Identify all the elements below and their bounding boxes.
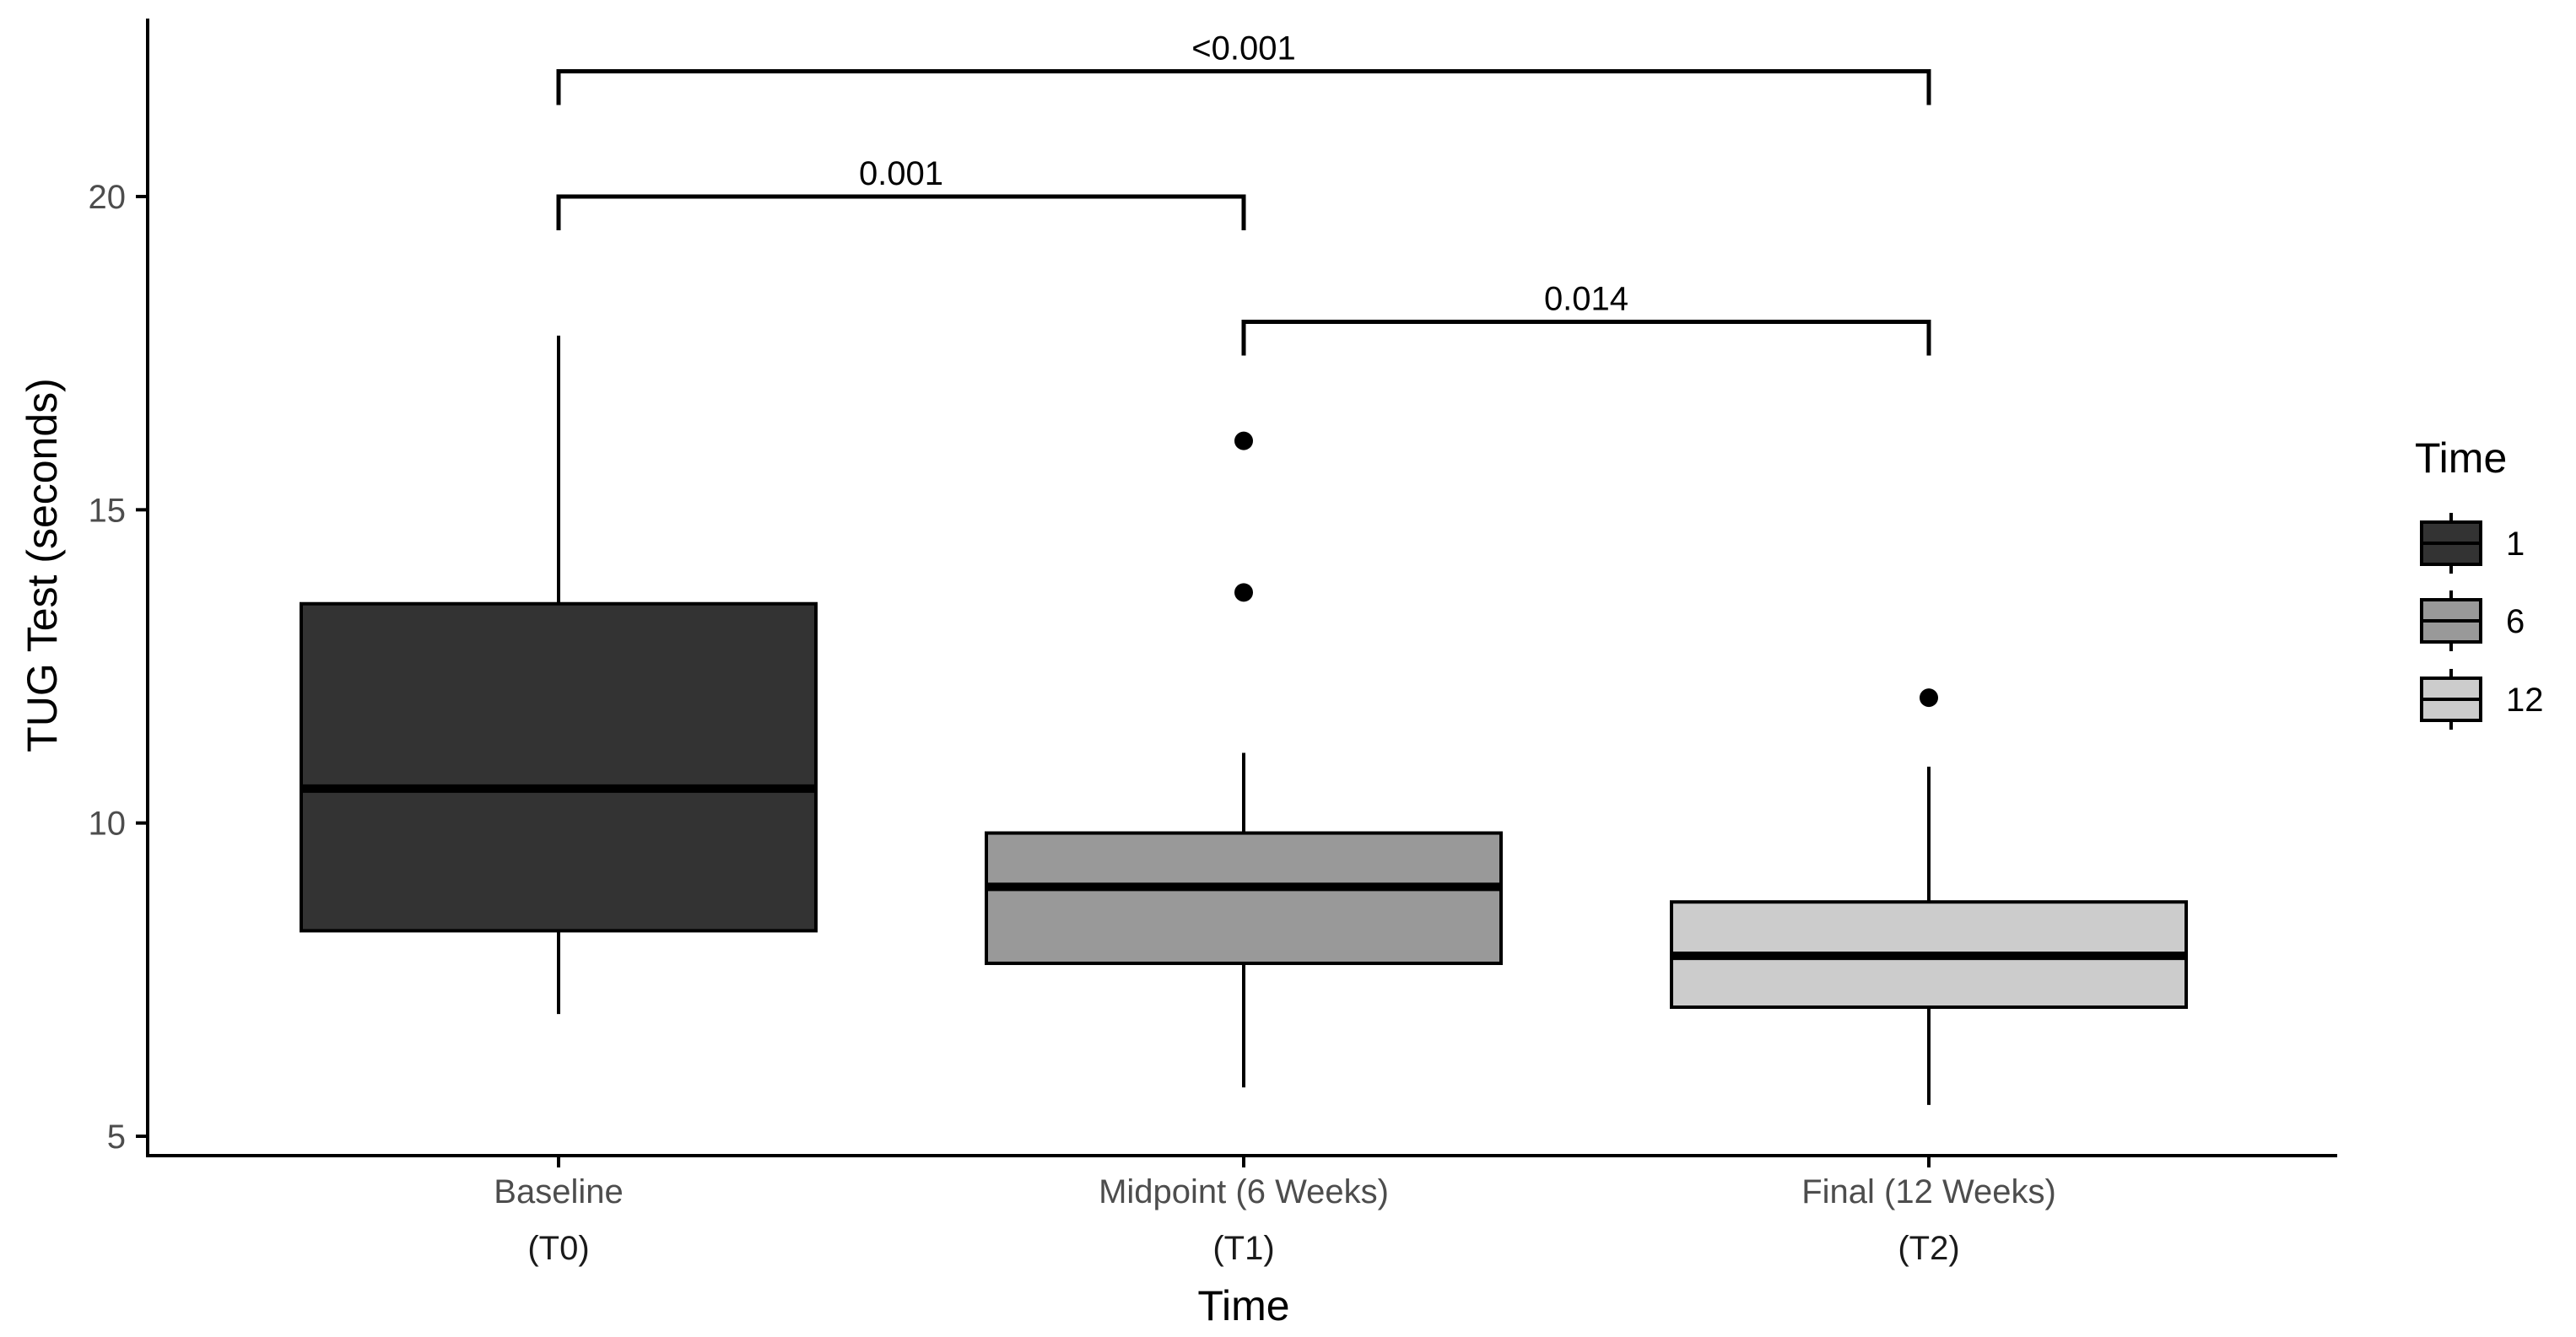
bracket: <0.001 <box>556 30 1931 105</box>
x-tick-label: Midpoint (6 Weeks) <box>1099 1173 1389 1210</box>
significance-brackets: <0.001 0.001 0.014 <box>556 30 1931 356</box>
bracket-line <box>556 194 1246 230</box>
outlier-point <box>1234 583 1253 602</box>
bracket-line <box>556 68 1931 105</box>
bracket: 0.014 <box>1241 281 1931 356</box>
legend-label: 6 <box>2506 603 2525 640</box>
y-axis-title: TUG Test (seconds) <box>19 378 66 752</box>
axes <box>146 19 2337 1157</box>
y-tick-label: 5 <box>107 1119 126 1156</box>
x-ticks: Baseline (T0) Midpoint (6 Weeks) (T1) Final … <box>494 1156 2056 1267</box>
bracket-label: 0.001 <box>859 155 943 192</box>
y-tick-label: 20 <box>89 179 127 216</box>
legend: Time 1 6 12 <box>2415 434 2544 730</box>
bracket-line <box>1241 320 1931 356</box>
y-tick-label: 15 <box>89 492 127 529</box>
x-tick-label: Baseline <box>494 1173 623 1210</box>
legend-item-2: 12 <box>2420 669 2544 730</box>
boxes <box>300 335 2188 1105</box>
box-0 <box>300 335 818 1015</box>
box-1 <box>985 431 1503 1088</box>
bracket-label: 0.014 <box>1544 281 1628 318</box>
outlier-point <box>1234 431 1253 450</box>
legend-item-0: 1 <box>2420 513 2525 574</box>
legend-label: 12 <box>2506 682 2544 719</box>
outlier-point <box>1920 688 1938 708</box>
x-tick-sublabel: (T1) <box>1212 1230 1274 1267</box>
box-iqr <box>985 831 1503 966</box>
y-ticks: 5 10 15 20 <box>89 179 148 1156</box>
box-2 <box>1670 688 2188 1105</box>
box-iqr <box>300 601 818 933</box>
x-tick-sublabel: (T0) <box>527 1230 589 1267</box>
bracket-label: <0.001 <box>1191 30 1295 67</box>
x-tick-sublabel: (T2) <box>1898 1230 1959 1267</box>
legend-title: Time <box>2415 434 2507 482</box>
legend-label: 1 <box>2506 526 2525 563</box>
x-axis-title: Time <box>1197 1282 1289 1329</box>
y-tick-label: 10 <box>89 806 127 843</box>
bracket: 0.001 <box>556 155 1246 230</box>
legend-item-1: 6 <box>2420 590 2525 651</box>
x-tick-label: Final (12 Weeks) <box>1801 1173 2056 1210</box>
